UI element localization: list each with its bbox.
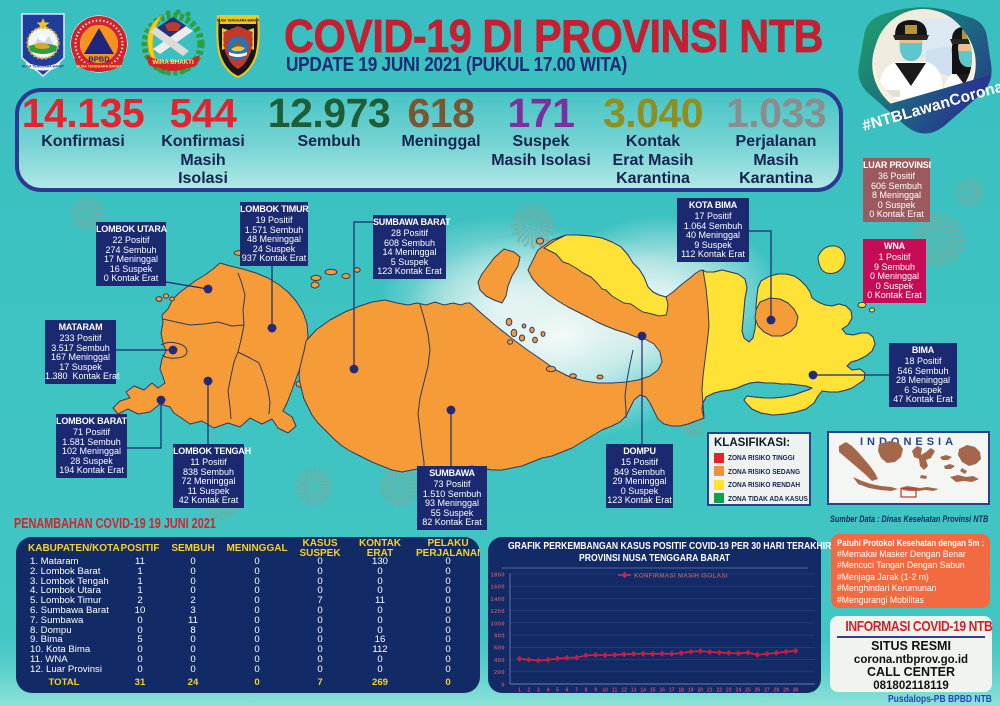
svg-text:12: 12 <box>621 688 627 694</box>
svg-text:15: 15 <box>650 688 656 694</box>
svg-text:7: 7 <box>575 688 578 694</box>
svg-text:20: 20 <box>698 688 704 694</box>
svg-text:WIRA BHAKTI: WIRA BHAKTI <box>152 59 194 66</box>
svg-text:1200: 1200 <box>491 609 505 615</box>
svg-text:5: 5 <box>556 688 559 694</box>
svg-text:NUSA TENGGARA BARAT: NUSA TENGGARA BARAT <box>77 65 123 69</box>
svg-text:BPBD: BPBD <box>88 55 110 64</box>
svg-text:21: 21 <box>707 688 713 694</box>
svg-text:0: 0 <box>501 682 505 688</box>
svg-text:200: 200 <box>494 670 505 676</box>
svg-text:8: 8 <box>585 688 588 694</box>
svg-text:13: 13 <box>631 688 637 694</box>
svg-text:29: 29 <box>783 688 789 694</box>
svg-text:25: 25 <box>745 688 751 694</box>
svg-text:28: 28 <box>774 688 780 694</box>
svg-text:600: 600 <box>494 646 505 652</box>
svg-text:800: 800 <box>494 634 505 640</box>
svg-text:16: 16 <box>659 688 665 694</box>
svg-text:1800: 1800 <box>491 572 505 578</box>
svg-text:22: 22 <box>717 688 723 694</box>
svg-text:27: 27 <box>764 688 770 694</box>
svg-text:KONFIRMASI MASIH ISOLASI: KONFIRMASI MASIH ISOLASI <box>634 573 728 580</box>
svg-text:26: 26 <box>755 688 761 694</box>
svg-text:30: 30 <box>793 688 799 694</box>
svg-text:2: 2 <box>528 688 531 694</box>
svg-text:400: 400 <box>494 658 505 664</box>
svg-text:1600: 1600 <box>491 585 505 591</box>
svg-text:23: 23 <box>726 688 732 694</box>
svg-text:6: 6 <box>566 688 569 694</box>
svg-text:4: 4 <box>547 688 550 694</box>
svg-text:10: 10 <box>602 688 608 694</box>
svg-text:9: 9 <box>594 688 597 694</box>
svg-text:NUSA TENGGARA BARAT: NUSA TENGGARA BARAT <box>22 64 65 68</box>
svg-text:17: 17 <box>669 688 675 694</box>
svg-text:24: 24 <box>736 688 742 694</box>
svg-text:14: 14 <box>640 688 646 694</box>
svg-text:1400: 1400 <box>491 597 505 603</box>
svg-text:1000: 1000 <box>491 621 505 627</box>
svg-text:NUSA TENGGARA BARAT: NUSA TENGGARA BARAT <box>217 19 260 23</box>
svg-text:19: 19 <box>688 688 694 694</box>
svg-text:1: 1 <box>518 688 521 694</box>
svg-text:18: 18 <box>678 688 684 694</box>
svg-text:11: 11 <box>612 688 618 694</box>
svg-text:3: 3 <box>537 688 540 694</box>
